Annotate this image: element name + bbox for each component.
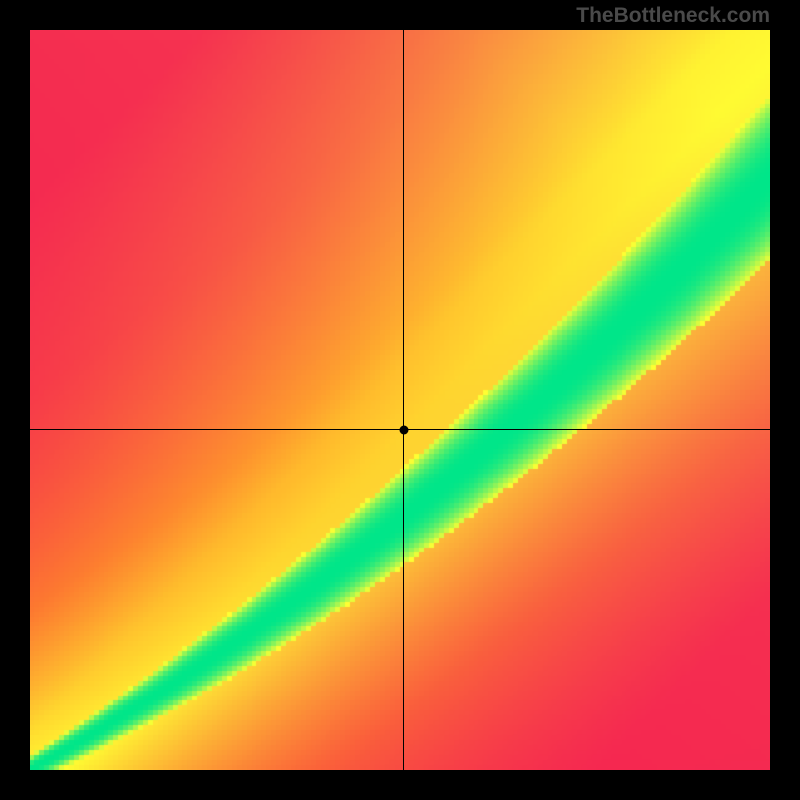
chart-container: TheBottleneck.com: [0, 0, 800, 800]
crosshair-vertical: [403, 30, 404, 770]
heatmap-plot: [30, 30, 770, 770]
watermark-text: TheBottleneck.com: [576, 4, 770, 28]
heatmap-canvas: [30, 30, 770, 770]
crosshair-marker: [399, 425, 408, 434]
